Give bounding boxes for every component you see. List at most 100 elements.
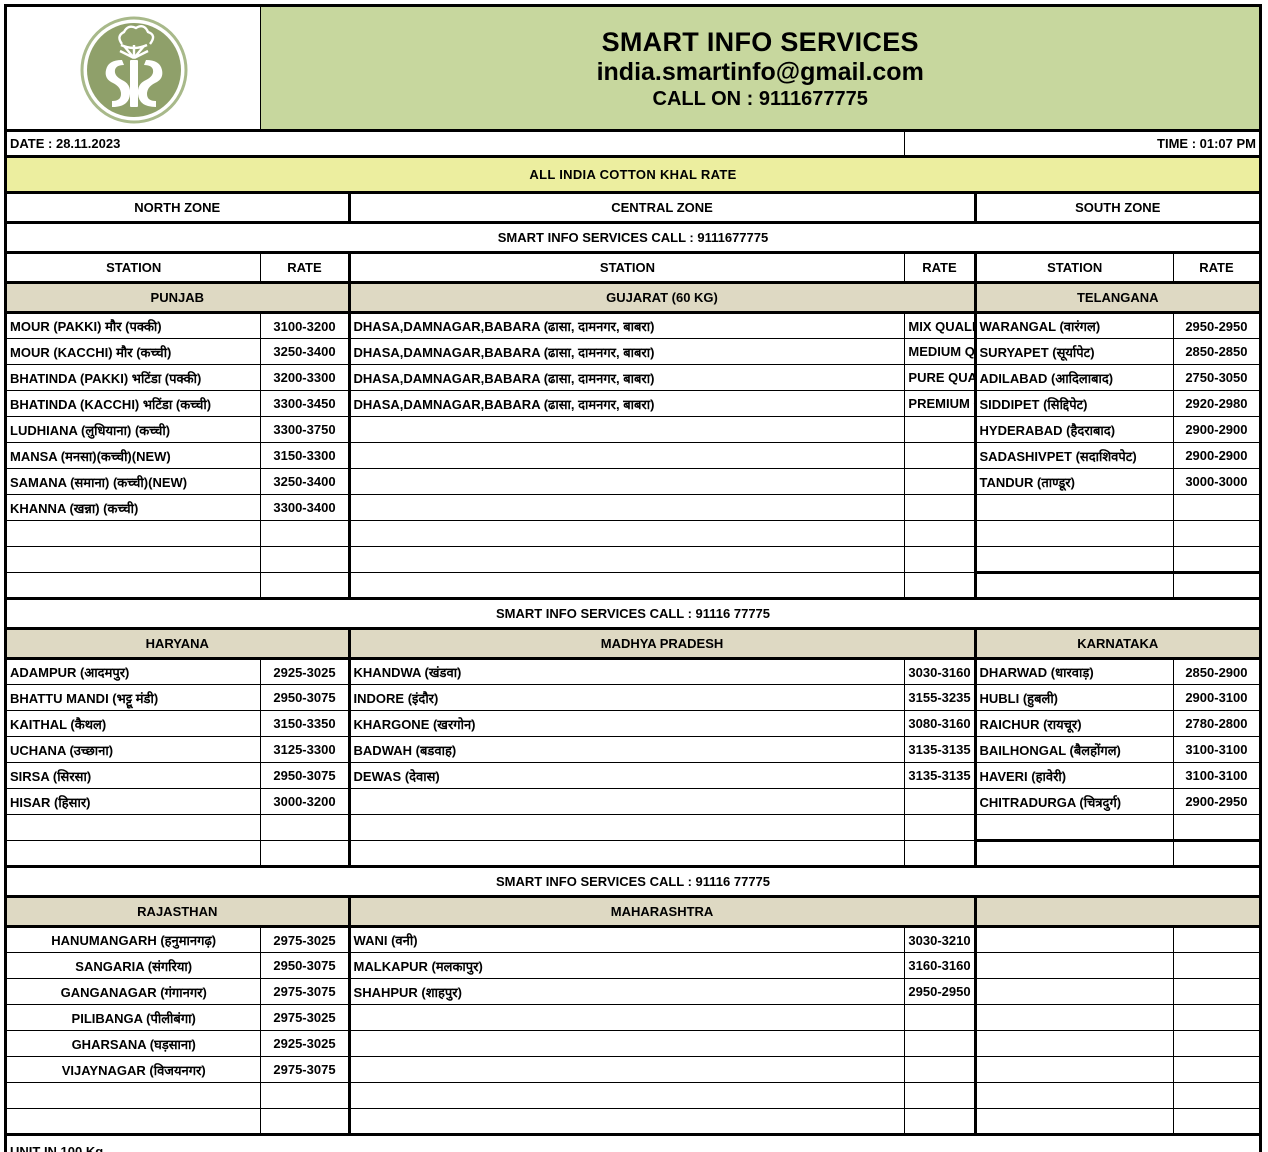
cell-rate: 3300-3400: [260, 494, 350, 521]
table-row: VIJAYNAGAR (विजयनगर) 2975-3075: [4, 1056, 1262, 1083]
column-head-row: STATION RATE STATION RATE STATION RATE: [4, 252, 1262, 284]
cell-station: GANGANAGAR (गंगानगर): [4, 978, 262, 1005]
cell-station: SHAHPUR (शाहपुर): [347, 978, 906, 1005]
cell-station: [4, 546, 262, 573]
cell-station: PILIBANGA (पीलीबंगा): [4, 1004, 262, 1031]
colhead-central-station: STATION: [347, 252, 906, 284]
cell-rate: [904, 840, 976, 868]
cell-station: SADASHIVPET (सदाशिवपेट): [973, 442, 1174, 469]
cell-station: KHANNA (खन्ना) (कच्ची): [4, 494, 262, 521]
cell-rate: [1172, 1082, 1262, 1109]
cell-station: DHASA,DAMNAGAR,BABARA (ढासा, दामनगर, बाब…: [347, 364, 906, 391]
footer-row: UNIT IN 100 Kg.: [5, 1134, 1261, 1152]
cell-rate: 2900-2900: [1172, 416, 1262, 443]
cell-rate: [904, 1082, 976, 1109]
table-row: [4, 1082, 1262, 1109]
cell-rate: [904, 546, 976, 573]
cell-station: SIRSA (सिरसा): [4, 762, 262, 789]
cell-rate: [904, 468, 976, 495]
cell-station: [973, 546, 1174, 574]
logo-cell: [4, 5, 262, 132]
cell-station: [4, 572, 262, 600]
cell-station: KAITHAL (कैथल): [4, 710, 262, 737]
cell-rate: 2975-3075: [260, 1056, 350, 1083]
cell-station: [347, 416, 906, 443]
cell-rate: [1172, 494, 1262, 521]
company-header-row: SMART INFO SERVICES india.smartinfo@gmai…: [4, 5, 1261, 132]
cell-rate: [1172, 520, 1262, 547]
cell-rate: 3150-3350: [260, 710, 350, 737]
table-row: HANUMANGARH (हनुमानगढ़) 2975-3025 WANI (…: [4, 926, 1262, 953]
cell-station: SANGARIA (संगरिया): [4, 952, 262, 979]
cell-rate: [1172, 572, 1262, 600]
banner-call-2: SMART INFO SERVICES CALL : 91116 77775: [5, 598, 1261, 630]
table-row: MOUR (KACCHI) मौर (कच्ची) 3250-3400 DHAS…: [4, 338, 1262, 365]
cell-rate: 3135-3135: [904, 736, 976, 763]
cell-rate: 2975-3025: [260, 926, 350, 953]
cell-station: [973, 926, 1174, 953]
cell-rate: [904, 1056, 976, 1083]
colhead-north-station: STATION: [4, 252, 262, 284]
cell-rate: 2850-2900: [1172, 658, 1262, 685]
cell-rate: 3080-3160: [904, 710, 976, 737]
page-title: ALL INDIA COTTON KHAL RATE: [5, 156, 1261, 194]
cell-rate: 2925-3025: [260, 658, 350, 685]
cell-station: [347, 468, 906, 495]
cell-rate: [260, 520, 350, 547]
cell-rate: 2750-3050: [1172, 364, 1262, 391]
cell-rate: [260, 1082, 350, 1109]
cell-rate: [904, 788, 976, 815]
block1-state-row: PUNJAB GUJARAT (60 KG) TELANGANA: [5, 282, 1262, 314]
cell-rate: [260, 840, 350, 868]
table-row: HISAR (हिसार) 3000-3200 CHITRADURGA (चित…: [4, 788, 1262, 815]
cell-station: [347, 1108, 906, 1136]
state-madhya-pradesh: MADHYA PRADESH: [347, 628, 976, 660]
cell-station: SURYAPET (सूर्यापेट): [973, 338, 1174, 365]
table-row: LUDHIANA (लुधियाना) (कच्ची) 3300-3750 HY…: [4, 416, 1262, 443]
cell-station: [347, 840, 906, 868]
cell-station: MALKAPUR (मलकापुर): [347, 952, 906, 979]
cell-station: [973, 814, 1174, 842]
cell-station: [973, 1082, 1174, 1109]
cell-station: [347, 1056, 906, 1083]
table-row: PILIBANGA (पीलीबंगा) 2975-3025: [4, 1004, 1262, 1031]
cell-rate: [904, 814, 976, 841]
cell-station: KHARGONE (खरगोन): [347, 710, 906, 737]
cell-rate: [904, 1108, 976, 1136]
cell-rate: [904, 1004, 976, 1031]
cell-station: [973, 840, 1174, 868]
state-punjab: PUNJAB: [5, 282, 350, 314]
table-row: MANSA (मनसा)(कच्ची)(NEW) 3150-3300 SADAS…: [4, 442, 1262, 469]
cell-station: [347, 788, 906, 815]
cell-rate: 2950-2950: [904, 978, 976, 1005]
cell-rate: 2950-3075: [260, 762, 350, 789]
cell-station: SAMANA (समाना) (कच्ची)(NEW): [4, 468, 262, 495]
unit-note: UNIT IN 100 Kg.: [5, 1134, 1261, 1152]
cell-rate: 3150-3300: [260, 442, 350, 469]
cell-station: LUDHIANA (लुधियाना) (कच्ची): [4, 416, 262, 443]
cell-station: HYDERABAD (हैदराबाद): [973, 416, 1174, 443]
cell-station: GHARSANA (घड़साना): [4, 1030, 262, 1057]
table-row: KHANNA (खन्ना) (कच्ची) 3300-3400: [4, 494, 1262, 521]
cell-rate: 3030-3160: [904, 658, 976, 685]
time-label: TIME : 01:07 PM: [904, 130, 1261, 158]
table-row: [4, 1108, 1262, 1136]
cell-station: KHANDWA (खंडवा): [347, 658, 906, 685]
cell-rate: 2950-2950: [1172, 312, 1262, 339]
table-row: MOUR (PAKKI) मौर (पक्की) 3100-3200 DHASA…: [4, 312, 1262, 339]
cell-rate: 2900-2900: [1172, 442, 1262, 469]
cell-rate: [904, 416, 976, 443]
table-row: SAMANA (समाना) (कच्ची)(NEW) 3250-3400 TA…: [4, 468, 1262, 495]
cell-station: DHASA,DAMNAGAR,BABARA (ढासा, दामनगर, बाब…: [347, 338, 906, 365]
company-email: india.smartinfo@gmail.com: [596, 58, 924, 87]
cell-station: [4, 814, 262, 841]
colhead-north-rate: RATE: [260, 252, 350, 284]
colhead-central-rate: RATE: [904, 252, 976, 284]
cell-station: HUBLI (हुबली): [973, 684, 1174, 711]
cell-rate: MIX QUALITY 1670-1710: [904, 312, 976, 339]
cell-rate: 3200-3300: [260, 364, 350, 391]
cell-rate: 2900-2950: [1172, 788, 1262, 815]
cell-rate: [904, 442, 976, 469]
cell-rate: [1172, 978, 1262, 1005]
